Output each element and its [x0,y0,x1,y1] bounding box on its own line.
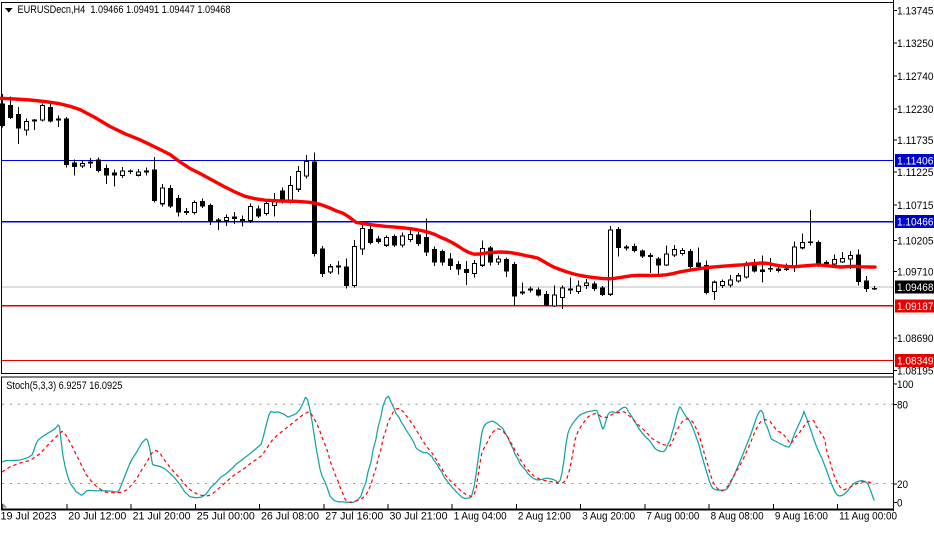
svg-text:20 Jul 12:00: 20 Jul 12:00 [68,511,126,523]
svg-text:26 Jul 08:00: 26 Jul 08:00 [261,511,319,523]
svg-text:100: 100 [897,379,914,391]
svg-text:1.11406: 1.11406 [897,156,934,168]
svg-text:EURUSDecn,H4 1.09466 1.09491: EURUSDecn,H4 1.09466 1.09491 1.09447 1.0… [18,4,231,16]
svg-text:1.10715: 1.10715 [897,200,934,212]
svg-text:1.08690: 1.08690 [897,333,934,345]
svg-text:1.12230: 1.12230 [897,104,934,116]
svg-text:0: 0 [897,498,903,510]
svg-text:1.10466: 1.10466 [897,217,934,229]
svg-text:7 Aug 00:00: 7 Aug 00:00 [646,511,699,523]
svg-text:Stoch(5,3,3) 6.9257 16.0925: Stoch(5,3,3) 6.9257 16.0925 [6,380,122,392]
svg-text:2 Aug 12:00: 2 Aug 12:00 [518,511,571,523]
svg-text:1.10205: 1.10205 [897,236,934,248]
svg-text:1.11735: 1.11735 [897,135,934,147]
svg-text:1.13745: 1.13745 [897,5,934,17]
svg-text:30 Jul 21:00: 30 Jul 21:00 [390,511,448,523]
svg-text:1.09187: 1.09187 [897,301,934,313]
svg-text:1.11225: 1.11225 [897,167,934,179]
svg-text:1.12740: 1.12740 [897,71,934,83]
svg-text:1.09468: 1.09468 [897,282,934,294]
svg-text:3 Aug 20:00: 3 Aug 20:00 [582,511,635,523]
svg-text:27 Jul 16:00: 27 Jul 16:00 [325,511,383,523]
svg-text:19 Jul 2023: 19 Jul 2023 [1,511,57,523]
svg-text:1.08349: 1.08349 [897,355,934,367]
svg-text:80: 80 [897,399,908,411]
svg-text:1.08195: 1.08195 [897,365,934,377]
svg-text:20: 20 [897,479,908,491]
svg-text:9 Aug 16:00: 9 Aug 16:00 [775,511,828,523]
svg-text:1.13250: 1.13250 [897,38,934,50]
svg-text:8 Aug 08:00: 8 Aug 08:00 [711,511,764,523]
svg-text:21 Jul 20:00: 21 Jul 20:00 [133,511,191,523]
svg-text:25 Jul 00:00: 25 Jul 00:00 [197,511,255,523]
svg-text:1.09710: 1.09710 [897,267,934,279]
svg-text:11 Aug 00:00: 11 Aug 00:00 [839,511,897,523]
svg-text:1 Aug 04:00: 1 Aug 04:00 [454,511,507,523]
